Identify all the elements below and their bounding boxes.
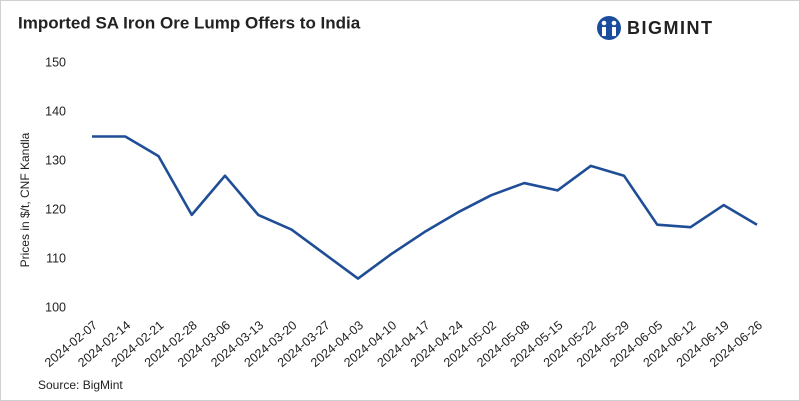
y-tick-label: 100 — [45, 300, 66, 314]
y-tick-label: 130 — [45, 153, 66, 167]
logo-icon — [611, 20, 617, 26]
logo-icon — [597, 16, 621, 40]
logo-icon — [602, 27, 606, 36]
y-tick-label: 150 — [45, 55, 66, 69]
logo-icon — [612, 27, 616, 36]
logo-icon — [601, 20, 607, 26]
logo: BIGMINT — [597, 16, 714, 40]
source: Source: BigMint — [38, 378, 123, 392]
y-tick-label: 120 — [45, 202, 66, 216]
logo-text: BIGMINT — [627, 18, 714, 38]
chart-title: Imported SA Iron Ore Lump Offers to Indi… — [18, 13, 361, 32]
y-tick-label: 140 — [45, 104, 66, 118]
y-axis-label: Prices in $/t, CNF Kandla — [18, 132, 32, 267]
y-tick-label: 110 — [46, 251, 66, 265]
line-series — [92, 135, 758, 280]
